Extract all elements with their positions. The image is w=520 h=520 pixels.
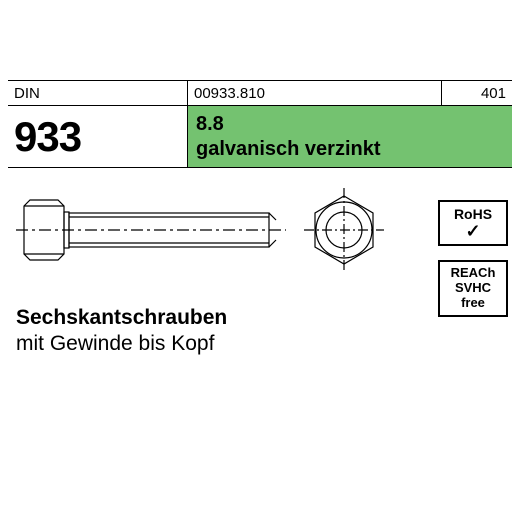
- description: Sechskantschrauben mit Gewinde bis Kopf: [16, 305, 227, 358]
- din-label-cell: DIN: [8, 81, 188, 105]
- rohs-badge: RoHS ✓: [438, 200, 508, 246]
- screw-drawing: [14, 172, 434, 292]
- rohs-label: RoHS: [442, 206, 504, 222]
- reach-line3: free: [442, 296, 504, 311]
- right-cell: 401: [442, 81, 512, 105]
- green-band: 8.8 galvanisch verzinkt: [188, 106, 512, 167]
- surface-finish: galvanisch verzinkt: [196, 138, 512, 161]
- header-row: DIN 00933.810 401: [8, 80, 512, 106]
- reach-line1: REACh: [442, 266, 504, 281]
- din-number: 933: [14, 113, 81, 161]
- strength-grade: 8.8: [196, 113, 512, 136]
- check-icon: ✓: [442, 222, 504, 240]
- title-row: 933 8.8 galvanisch verzinkt: [8, 106, 512, 168]
- description-line2: mit Gewinde bis Kopf: [16, 331, 227, 357]
- din-number-cell: 933: [8, 106, 188, 167]
- code-cell: 00933.810: [188, 81, 442, 105]
- reach-line2: SVHC: [442, 281, 504, 296]
- description-line1: Sechskantschrauben: [16, 305, 227, 331]
- reach-badge: REACh SVHC free: [438, 260, 508, 317]
- article-code: 00933.810: [194, 85, 265, 102]
- right-code: 401: [481, 85, 506, 102]
- din-label: DIN: [14, 85, 40, 102]
